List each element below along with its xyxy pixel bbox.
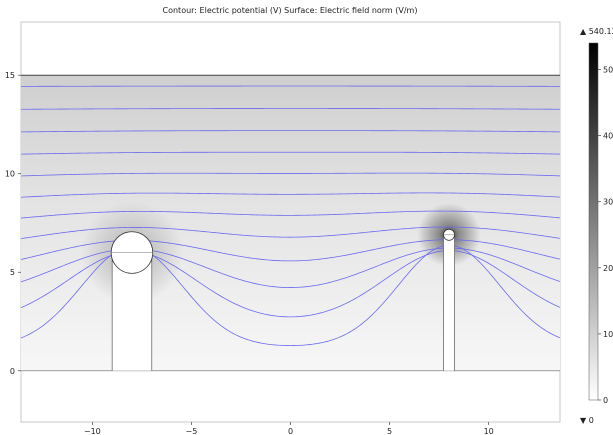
x-tick-label: 0 [288,427,293,435]
colorbar-max-label: ▲ 540.12 [580,27,613,36]
colorbar-tick-label: 300 [603,198,613,207]
contour-line-2 [21,247,560,288]
y-tick-label: 5 [10,268,15,277]
y-tick-label: 0 [10,367,15,376]
contour-line-10 [21,108,560,110]
right-electrode [443,229,455,371]
y-tick-label: 10 [5,170,15,179]
x-tick-label: 10 [484,427,494,435]
colorbar-tick-label: 200 [603,264,613,273]
x-tick-label: −10 [84,427,101,435]
colorbar-tick-label: 100 [603,330,613,339]
chart-title: Contour: Electric potential (V) Surface:… [163,6,418,15]
colorbar [588,42,599,401]
contour-line-5 [21,210,560,219]
colorbar-tick-label: 0 [603,396,608,405]
contour-line-1 [21,250,560,318]
contour-line-4 [21,226,560,240]
contour-line-9 [21,130,560,133]
x-tick-label: 5 [387,427,392,435]
colorbar-min-label: ▼ 0 [580,416,594,425]
contour-line-6 [21,192,560,198]
contour-line-8 [21,151,560,155]
contour-line-3 [21,239,560,262]
colorbar-tick-label: 400 [603,132,613,141]
contour-line-7 [21,172,560,177]
y-tick-label: 15 [5,71,15,80]
colorbar-tick-label: 500 [603,66,613,75]
x-tick-label: −5 [186,427,198,435]
